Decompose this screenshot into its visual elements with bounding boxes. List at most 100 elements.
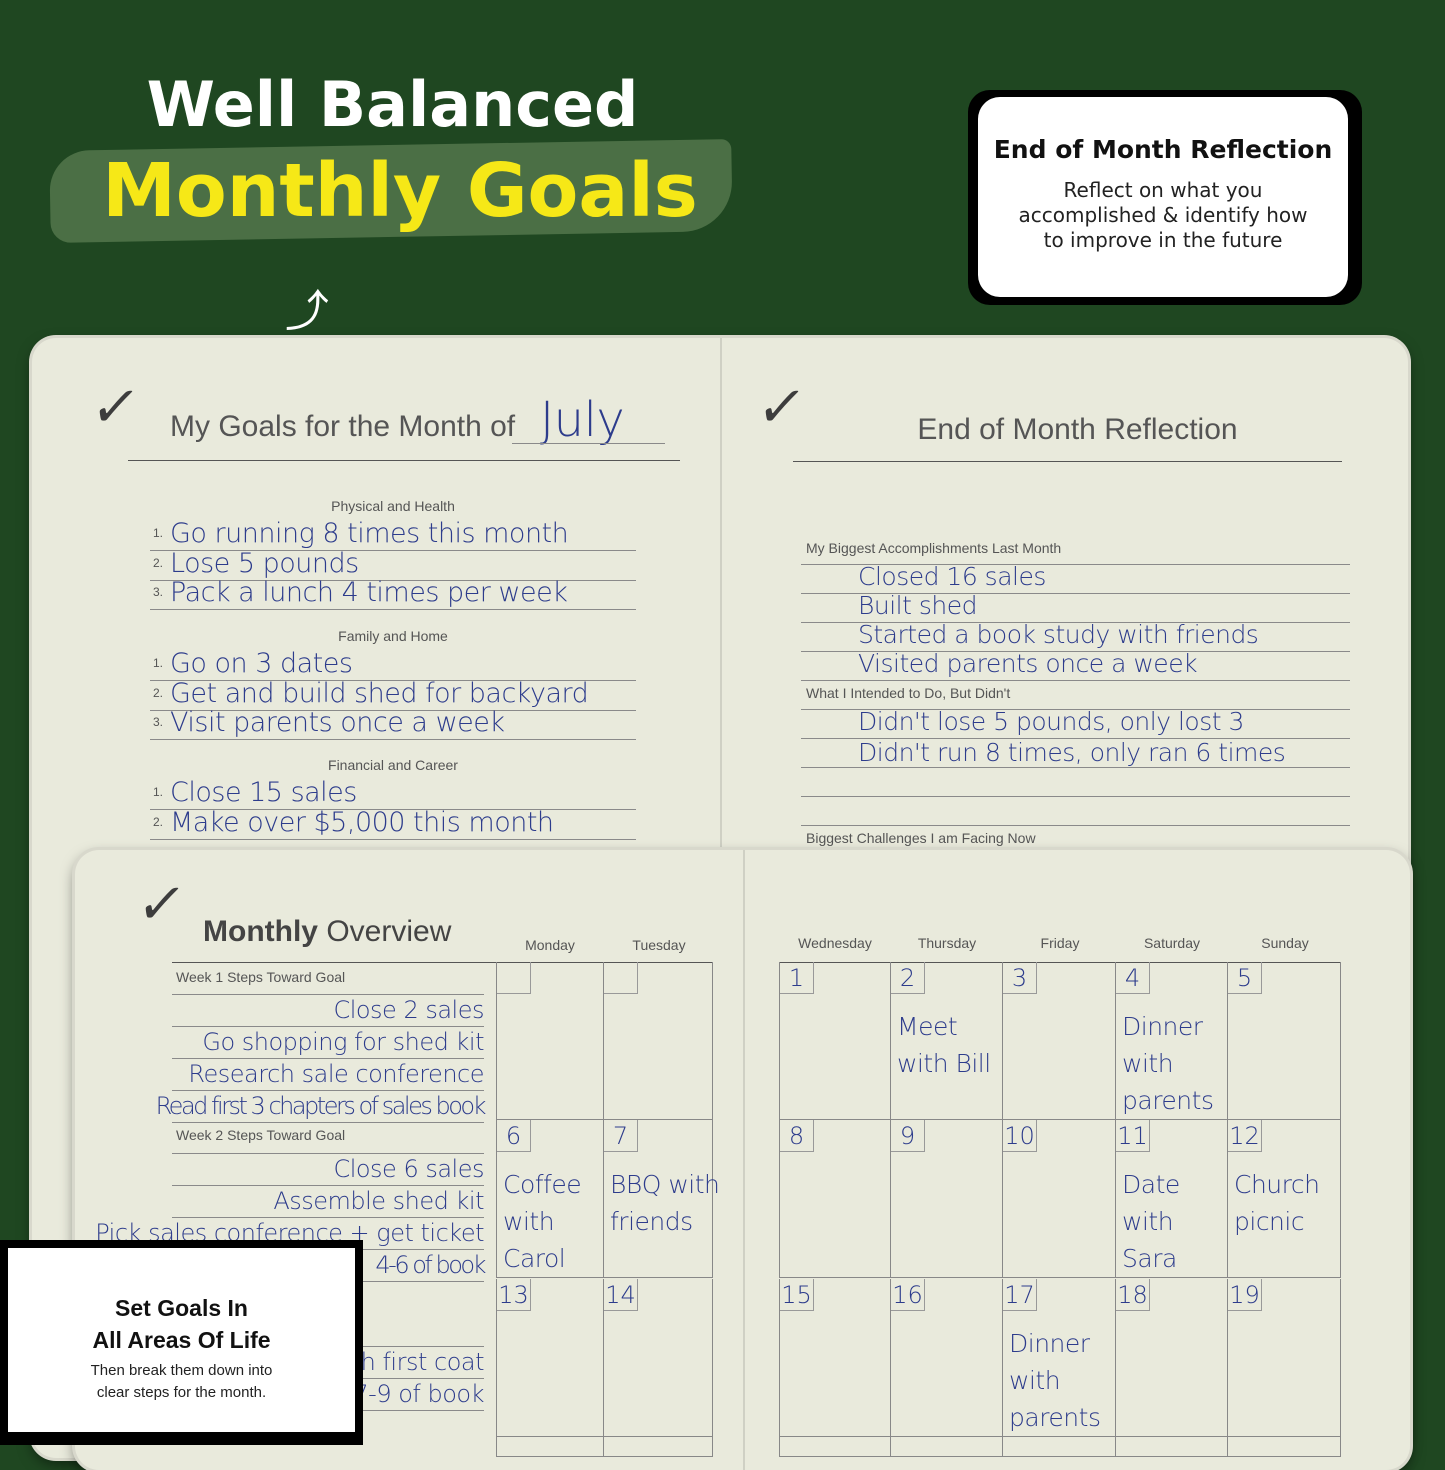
calendar-day-cell[interactable]: 8	[779, 1120, 891, 1278]
goal-item[interactable]: Lose 5 pounds	[170, 547, 359, 579]
calendar-day-cell[interactable]: 15	[779, 1279, 891, 1437]
calendar-day-cell[interactable]: 11 Date with Sara	[1116, 1120, 1228, 1278]
headline-line1: Well Balanced	[146, 68, 639, 141]
day-header-wednesday: Wednesday	[798, 935, 872, 951]
goal-item[interactable]: Pack a lunch 4 times per week	[170, 577, 568, 608]
calendar-day-cell[interactable]: 10	[1003, 1120, 1116, 1278]
goal-item[interactable]: Go running 8 times this month	[170, 518, 569, 549]
calendar-day-cell[interactable]: 1	[779, 962, 891, 1120]
goal-item[interactable]: Close 15 sales	[170, 777, 357, 808]
week-step-item[interactable]: 7-9 of book	[353, 1380, 484, 1408]
calendar-day-cell[interactable]: 19	[1228, 1279, 1341, 1437]
accomplishment-item[interactable]: Started a book study with friends	[858, 620, 1259, 649]
calendar-event[interactable]: Coffee with Carol	[503, 1170, 582, 1273]
goals-heading: My Goals for the Month of	[170, 410, 516, 443]
week2-label: Week 2 Steps Toward Goal	[176, 1127, 346, 1143]
calendar-day-cell[interactable]	[779, 1437, 891, 1457]
week-step-item[interactable]: Read first 3 chapters of sales book	[155, 1092, 487, 1120]
goal-item[interactable]: Get and build shed for backyard	[170, 677, 589, 709]
week-step-item[interactable]: 4-6 of book	[375, 1251, 486, 1279]
calendar-day-cell[interactable]	[1116, 1437, 1228, 1457]
goals-callout: Set Goals In All Areas Of Life Then brea…	[0, 1240, 363, 1445]
accomplishments-label: My Biggest Accomplishments Last Month	[806, 540, 1062, 556]
calendar-day-cell[interactable]	[1003, 1437, 1116, 1457]
headline-line2: Monthly Goals	[102, 148, 698, 234]
intended-item[interactable]: Didn't lose 5 pounds, only lost 3	[858, 707, 1244, 736]
week-step-item[interactable]: Assemble shed kit	[273, 1187, 484, 1215]
calendar-event[interactable]: Dinner with parents	[1009, 1329, 1101, 1432]
calendar-day-cell[interactable]: 16	[891, 1279, 1003, 1437]
calendar-day-cell[interactable]	[496, 962, 604, 1120]
intended-label: What I Intended to Do, But Didn't	[806, 685, 1011, 701]
day-number: 1	[780, 962, 814, 994]
calendar-day-cell[interactable]: 7 BBQ with friends	[604, 1120, 720, 1278]
reflection-callout: End of Month Reflection Reflect on what …	[968, 90, 1362, 305]
day-header-tuesday: Tuesday	[632, 937, 686, 953]
day-number: 8	[780, 1120, 814, 1152]
overview-title-light: Overview	[326, 915, 452, 948]
day-number: 13	[497, 1279, 531, 1311]
overview-title-bold: Monthly	[203, 915, 318, 948]
calendar-day-cell[interactable]: 9	[891, 1120, 1003, 1278]
calendar-day-cell[interactable]: 14	[604, 1279, 713, 1437]
callout-title-line1: Set Goals In	[115, 1295, 248, 1321]
calendar-day-cell[interactable]	[496, 1437, 604, 1457]
calendar-day-cell[interactable]	[604, 962, 713, 1120]
goal-item[interactable]: Make over $5,000 this month	[170, 806, 554, 838]
accomplishment-item[interactable]: Visited parents once a week	[858, 649, 1198, 678]
calendar-day-cell[interactable]	[1228, 1437, 1341, 1457]
day-number: 17	[1003, 1279, 1037, 1311]
week-step-item[interactable]: Research sale conference	[188, 1060, 484, 1088]
calendar-event[interactable]: BBQ with friends	[610, 1170, 720, 1236]
calendar-day-cell[interactable]: 13	[496, 1279, 604, 1437]
day-number: 19	[1228, 1279, 1262, 1311]
calendar-day-cell[interactable]: 6 Coffee with Carol	[496, 1120, 604, 1278]
calendar-day-cell[interactable]	[891, 1437, 1003, 1457]
calendar-event[interactable]: Meet with Bill	[897, 1012, 991, 1078]
day-number: 18	[1116, 1279, 1150, 1311]
calendar-day-cell[interactable]	[604, 1437, 713, 1457]
day-number: 10	[1003, 1120, 1037, 1152]
day-number: 12	[1228, 1120, 1262, 1152]
day-header-friday: Friday	[1040, 935, 1080, 951]
week1-label: Week 1 Steps Toward Goal	[176, 969, 346, 985]
day-number: 2	[891, 962, 925, 994]
calendar-event[interactable]: Church picnic	[1234, 1170, 1320, 1236]
calendar-event[interactable]: Dinner with parents	[1122, 1012, 1214, 1115]
accomplishment-item[interactable]: Built shed	[858, 591, 977, 620]
intended-item[interactable]: Didn't run 8 times, only ran 6 times	[858, 738, 1286, 767]
curly-arrow-icon: ⤴	[285, 286, 329, 337]
week-step-item[interactable]: Go shopping for shed kit	[202, 1028, 484, 1056]
week-step-item[interactable]: Close 6 sales	[333, 1155, 484, 1183]
day-number: 16	[891, 1279, 925, 1311]
goal-item[interactable]: Visit parents once a week	[170, 707, 505, 738]
calendar-day-cell[interactable]: 5	[1228, 962, 1341, 1120]
day-header-sunday: Sunday	[1261, 935, 1309, 951]
reflection-heading: End of Month Reflection	[917, 413, 1238, 446]
day-header-monday: Monday	[525, 937, 575, 953]
calendar-day-cell[interactable]: 3	[1003, 962, 1116, 1120]
week-step-item[interactable]: h first coat	[360, 1348, 485, 1376]
calendar-day-cell[interactable]: 12 Church picnic	[1228, 1120, 1341, 1278]
week-step-item[interactable]: Close 2 sales	[333, 996, 484, 1024]
calendar-day-cell[interactable]: 4 Dinner with parents	[1116, 962, 1228, 1120]
day-number: 11	[1116, 1120, 1150, 1152]
calendar-day-cell[interactable]: 18	[1116, 1279, 1228, 1437]
day-number: 3	[1003, 962, 1037, 994]
calendar-day-cell[interactable]: 2 Meet with Bill	[891, 962, 1003, 1120]
day-header-thursday: Thursday	[917, 935, 977, 951]
calendar-event[interactable]: Date with Sara	[1122, 1170, 1180, 1273]
goals-month[interactable]: July	[540, 392, 625, 448]
day-number: 14	[604, 1279, 638, 1311]
day-number: 6	[497, 1120, 531, 1152]
goal-item[interactable]: Go on 3 dates	[170, 648, 353, 679]
calendar-day-cell[interactable]: 17 Dinner with parents	[1003, 1279, 1116, 1437]
goal-section-label: Physical and Health	[331, 498, 455, 514]
day-number-empty	[604, 962, 638, 994]
callout-body-line1: Then break them down into	[90, 1362, 273, 1379]
challenges-label: Biggest Challenges I am Facing Now	[806, 830, 1036, 846]
accomplishment-item[interactable]: Closed 16 sales	[858, 562, 1046, 591]
goal-section-label: Financial and Career	[328, 757, 458, 773]
day-number: 15	[780, 1279, 814, 1311]
day-number: 4	[1116, 962, 1150, 994]
